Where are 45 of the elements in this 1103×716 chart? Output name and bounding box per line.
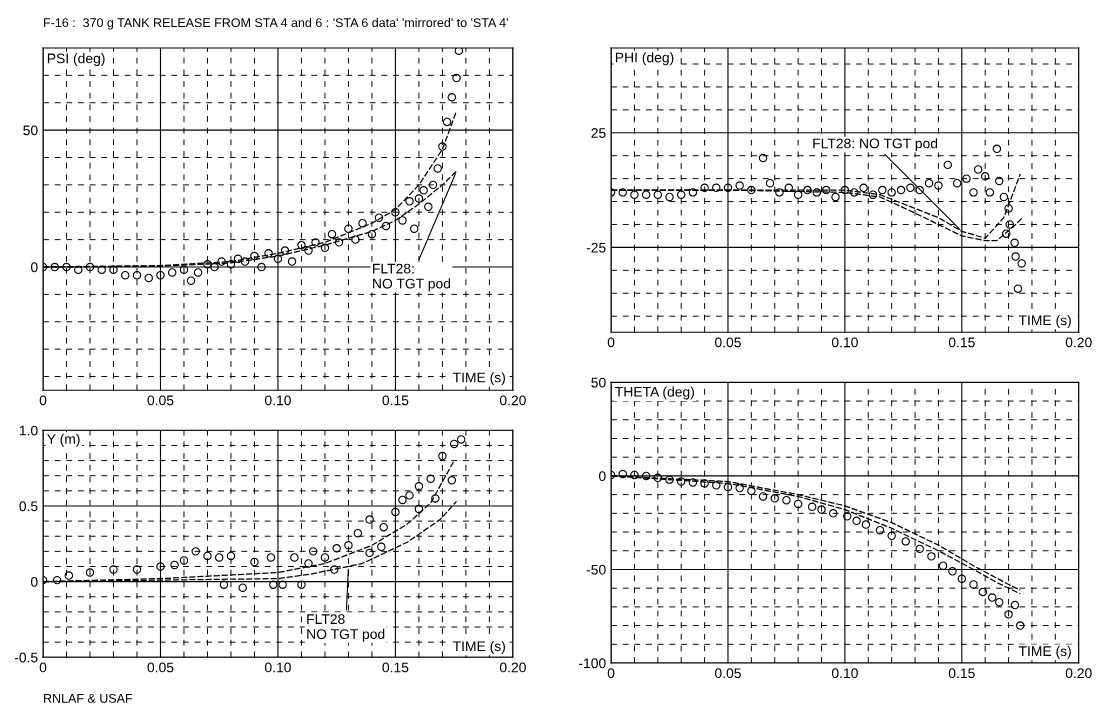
x-tick-label: 0.15 [382, 395, 409, 406]
y-axis-title: THETA (deg) [615, 386, 694, 400]
x-tick-label: 0.10 [831, 668, 858, 679]
x-axis-title: TIME (s) [1018, 315, 1071, 328]
x-axis-title: TIME (s) [1018, 645, 1071, 659]
x-tick-label: 0.10 [264, 662, 291, 673]
chart-title: F-16 : 370 g TANK RELEASE FROM STA 4 and 6 : 'STA 6 data' 'mirrored' to 'STA 4' [44, 17, 508, 30]
x-tick-label: 0 [607, 668, 615, 679]
annotation: FLT28 NO TGT pod [307, 614, 385, 642]
annotation: FLT28: NO TGT pod [813, 138, 938, 152]
y-tick-label: 50 [23, 125, 38, 136]
x-tick-label: 0.20 [1065, 668, 1092, 679]
y-tick-label: -50 [586, 564, 606, 575]
x-tick-label: 0.05 [147, 662, 174, 673]
x-tick-label: 0.10 [831, 337, 858, 348]
y-tick-label: -100 [579, 658, 606, 669]
x-tick-label: 0 [39, 662, 47, 673]
x-tick-label: 0.15 [948, 337, 975, 348]
y-tick-label: 0 [599, 471, 606, 482]
y-axis-title: PHI (deg) [615, 52, 674, 66]
x-tick-label: 0 [607, 337, 615, 348]
x-axis-title: TIME (s) [452, 640, 505, 654]
x-tick-label: 0.15 [948, 668, 975, 679]
x-axis-title: TIME (s) [452, 372, 505, 386]
y-tick-label: -25 [586, 242, 606, 253]
y-tick-label: 0.5 [19, 501, 38, 512]
y-tick-label: 50 [591, 377, 606, 388]
x-tick-label: 0.20 [499, 395, 526, 406]
y-tick-label: -0.5 [14, 652, 38, 663]
y-tick-label: 0 [30, 262, 38, 273]
text: RNLAF & USAF [44, 693, 133, 703]
x-tick-label: 0.15 [382, 662, 409, 673]
y-axis-title: Y (m) [47, 433, 80, 447]
x-tick-label: 0.20 [499, 662, 526, 673]
x-tick-label: 0.20 [1065, 337, 1092, 348]
x-tick-label: 0 [39, 395, 47, 406]
x-tick-label: 0.05 [715, 668, 741, 679]
x-tick-label: 0.05 [715, 337, 741, 348]
y-axis-title: PSI (deg) [47, 53, 105, 67]
x-tick-label: 0.05 [147, 395, 174, 406]
y-tick-label: 0 [30, 576, 38, 587]
y-tick-label: 1.0 [19, 425, 38, 436]
y-tick-label: 25 [591, 128, 606, 138]
x-tick-label: 0.10 [264, 395, 291, 406]
annotation: FLT28: NO TGT pod [373, 263, 451, 292]
